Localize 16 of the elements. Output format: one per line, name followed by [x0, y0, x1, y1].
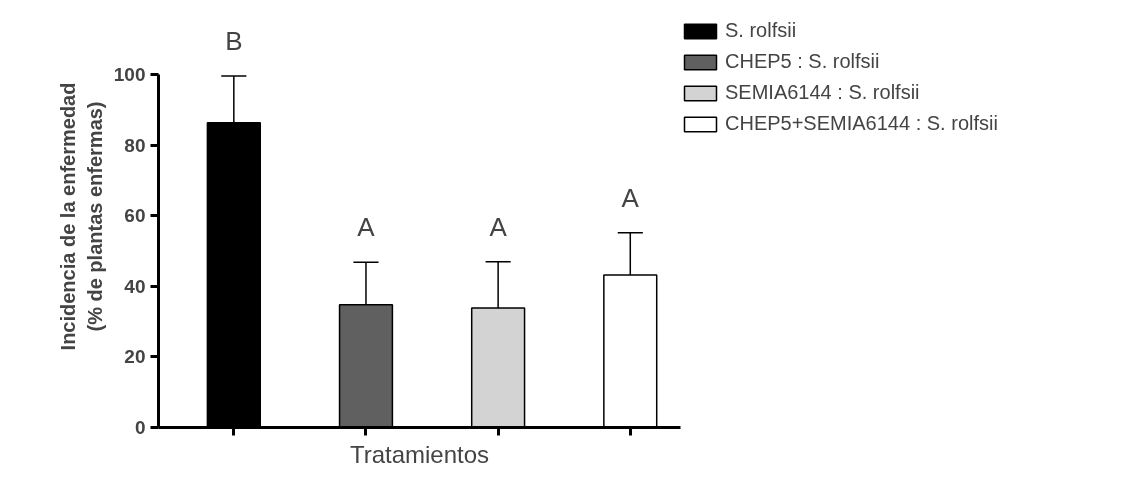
y-tick-label: 0 — [134, 417, 146, 438]
y-axis-title: Incidencia de la enfermedad (% de plantas enfermas) — [57, 82, 106, 351]
annotation: A — [621, 182, 640, 213]
legend-label: CHEP5+SEMIA6144 : S. rolfsii — [725, 112, 998, 135]
legend-label: CHEP5 : S. rolfsii — [725, 50, 880, 73]
legend-label: S. rolfsii — [725, 19, 797, 42]
legend-label: SEMIA6144 : S. rolfsii — [725, 81, 920, 104]
annotation: A — [489, 211, 508, 242]
annotation: A — [357, 212, 376, 243]
y-tick-label: 100 — [113, 64, 146, 86]
y-tick-label: 80 — [124, 134, 146, 156]
y-tick-label: 20 — [124, 346, 146, 368]
y-tick-label: 60 — [124, 205, 146, 227]
y-tick-label: 40 — [124, 275, 146, 297]
x-axis-title: Tratamientos — [349, 440, 490, 468]
text: B — [225, 26, 243, 57]
